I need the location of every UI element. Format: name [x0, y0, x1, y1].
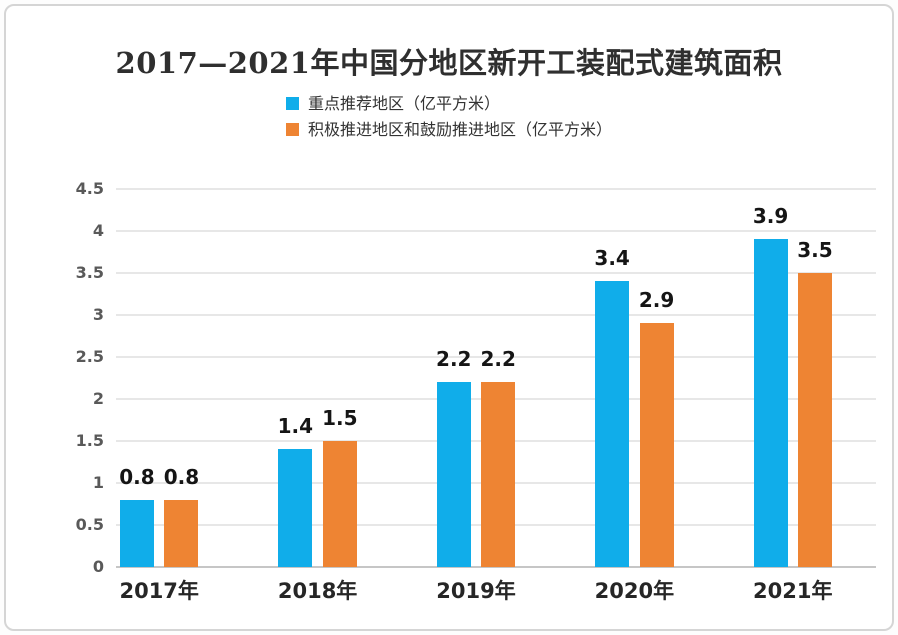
bar-group: 2.2 2.2	[436, 349, 516, 567]
y-tick-label: 2.5	[75, 347, 104, 366]
bar-column: 1.5	[322, 406, 358, 567]
bar-value-label: 2.2	[436, 347, 472, 371]
x-axis: 2017年 2018年 2019年 2020年 2021年	[80, 578, 872, 605]
bar-value-label: 3.5	[797, 238, 833, 262]
y-tick-label: 1	[92, 473, 104, 492]
bar-value-label: 0.8	[163, 465, 200, 489]
bar-column: 2.2	[436, 349, 471, 567]
bar	[797, 273, 832, 567]
gridline	[116, 230, 876, 233]
bar	[164, 500, 199, 567]
bar-column: 0.8	[164, 467, 199, 567]
x-axis-label: 2018年	[277, 579, 358, 603]
bar-value-label: 3.9	[752, 204, 789, 228]
bar-column: 3.4	[594, 246, 630, 567]
y-tick-label: 0	[92, 557, 104, 576]
bar-column: 1.4	[278, 416, 313, 567]
bar	[322, 441, 357, 567]
bar-value-label: 2.2	[480, 347, 516, 371]
bar-value-label: 2.9	[638, 288, 675, 312]
bar-column: 2.9	[639, 290, 674, 567]
y-tick-label: 4	[92, 221, 104, 240]
x-axis-label: 2020年	[594, 579, 675, 603]
bar-group: 1.4 1.5	[278, 408, 358, 567]
x-axis-label: 2021年	[753, 579, 833, 603]
bar	[639, 323, 674, 567]
bar-column: 0.8	[119, 465, 155, 567]
x-axis-label: 2017年	[119, 579, 199, 603]
legend-item-active-regions: 积极推进地区和鼓励推进地区（亿平方米）	[285, 120, 612, 140]
legend-items: 重点推荐地区（亿平方米） 积极推进地区和鼓励推进地区（亿平方米）	[285, 94, 612, 140]
bar-group: 0.8 0.8	[119, 467, 199, 567]
bar-value-label: 1.5	[322, 406, 358, 430]
bar-value-label: 1.4	[277, 414, 314, 438]
gridline	[116, 188, 876, 190]
bar	[595, 281, 630, 567]
legend: 重点推荐地区（亿平方米） 积极推进地区和鼓励推进地区（亿平方米）	[6, 94, 892, 139]
bar-group: 3.4 2.9	[594, 248, 674, 567]
bar-series-container: 0.8 0.8 1.4 1.5 2.2 2.2 3.4 2.9 3.9 3.5	[80, 189, 872, 567]
bar	[436, 382, 471, 567]
y-tick-label: 1.5	[75, 431, 104, 450]
y-tick-label: 0.5	[75, 515, 104, 534]
orange-series-swatch-icon	[285, 123, 299, 137]
x-axis-label: 2019年	[436, 579, 516, 603]
bar-group: 3.9 3.5	[753, 206, 833, 567]
gridline	[116, 356, 876, 358]
bar-column: 3.9	[753, 206, 788, 567]
gridline	[116, 272, 876, 274]
y-tick-label: 3.5	[75, 263, 104, 282]
chart-title: 2017—2021年中国分地区新开工装配式建筑面积	[115, 46, 783, 80]
bar	[119, 500, 154, 567]
x-axis-baseline	[116, 566, 876, 568]
gridline	[116, 314, 876, 317]
chart-card: 2017—2021年中国分地区新开工装配式建筑面积 重点推荐地区（亿平方米） 积…	[4, 4, 894, 631]
y-axis: 0 0.5 1 1.5 2 2.5 3 3.5 4 4.5	[26, 181, 104, 575]
bar	[481, 382, 516, 567]
bar-column: 2.2	[480, 347, 516, 567]
legend-item-label: 积极推进地区和鼓励推进地区（亿平方米）	[307, 120, 612, 140]
bar	[753, 239, 788, 567]
bar-column: 3.5	[797, 238, 833, 567]
blue-series-swatch-icon	[285, 97, 299, 111]
bar-value-label: 0.8	[119, 465, 155, 489]
y-tick-label: 2	[92, 389, 104, 408]
bar-value-label: 3.4	[594, 246, 630, 270]
y-tick-label: 4.5	[75, 179, 104, 198]
bar	[278, 449, 313, 567]
y-tick-label: 3	[92, 305, 104, 324]
legend-item-key-regions: 重点推荐地区（亿平方米）	[285, 94, 500, 113]
legend-item-label: 重点推荐地区（亿平方米）	[307, 94, 500, 113]
